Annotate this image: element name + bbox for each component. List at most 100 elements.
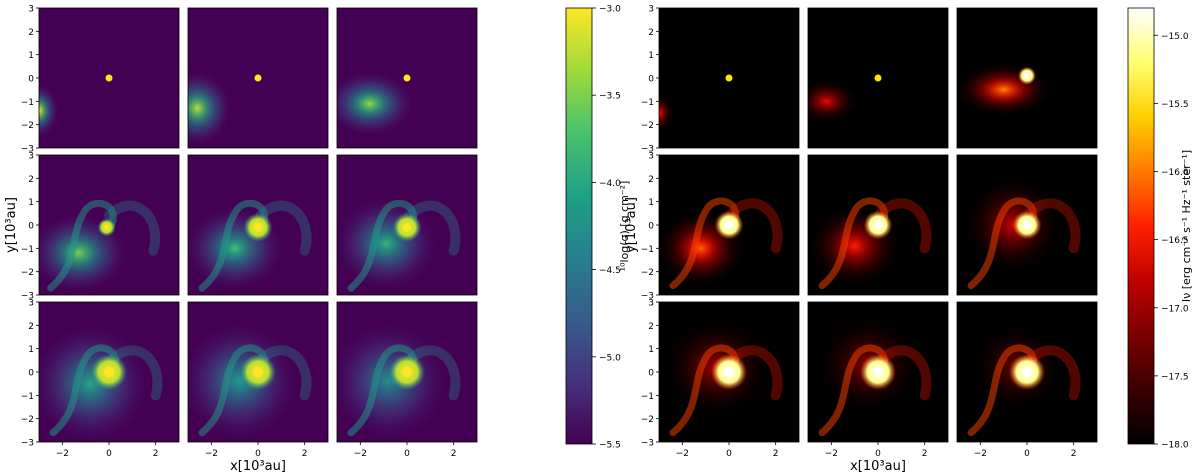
x-tick-label: 2 xyxy=(451,449,457,459)
spiral-arm xyxy=(818,197,888,290)
star-core xyxy=(873,367,883,377)
y-tick-label: 3 xyxy=(648,299,654,309)
y-tick-label: 3 xyxy=(28,299,34,309)
panel-frame xyxy=(807,154,949,296)
y-axis-label: y[10³au] xyxy=(4,197,19,253)
colorbar-label: Iν [erg cm⁻² s⁻¹ Hz⁻¹ ster⁻¹] xyxy=(1180,150,1193,302)
spiral-arm xyxy=(669,344,739,437)
density-blob xyxy=(39,85,58,137)
panel-frame xyxy=(187,7,329,149)
star-core xyxy=(725,221,733,229)
y-tick-label: −1 xyxy=(21,392,34,402)
x-tick-label: 0 xyxy=(106,449,112,459)
colorbar-label: ¹⁰log(σ) [g cm⁻²] xyxy=(618,181,631,272)
panel xyxy=(807,154,949,296)
y-tick-label: −2 xyxy=(641,268,654,278)
x-tick-label: −2 xyxy=(974,449,987,459)
colorbar-tick-label: −17.0 xyxy=(1161,304,1189,314)
y-tick-label: 1 xyxy=(648,51,654,61)
panel: 3 2 1 0 −1 −2 −3 xyxy=(641,152,800,302)
y-tick-label: −3 xyxy=(641,292,654,302)
density-blob xyxy=(808,80,857,123)
star-core xyxy=(403,223,411,232)
density-blob xyxy=(659,94,673,132)
colorbar-tick-label: −4.0 xyxy=(599,179,621,189)
panel-frame xyxy=(807,7,949,149)
y-tick-label: 0 xyxy=(648,222,654,232)
y-tick-label: 1 xyxy=(648,198,654,208)
y-tick-label: 2 xyxy=(28,175,34,185)
colorbar-tick-label: −15.0 xyxy=(1161,32,1189,42)
y-tick-label: −2 xyxy=(641,121,654,131)
panel: 3 2 1 0 −1 −2 −3 xyxy=(21,152,180,302)
x-tick-label: −2 xyxy=(56,449,69,459)
spiral-arm xyxy=(198,199,268,292)
x-tick-label: 0 xyxy=(726,449,732,459)
y-tick-label: 0 xyxy=(28,369,34,379)
panel-frame xyxy=(336,7,478,149)
spiral-arm xyxy=(347,199,417,292)
spiral-arm xyxy=(255,200,312,256)
y-tick-label: −3 xyxy=(21,439,34,449)
y-tick-label: −2 xyxy=(21,268,34,278)
panel xyxy=(187,7,329,149)
star-marker xyxy=(254,74,262,82)
panel xyxy=(956,7,1098,149)
colorbar-tick-label: −16.5 xyxy=(1161,236,1189,246)
panel: 3 2 1 0 −1 −2 −3 xyxy=(641,5,800,155)
density-blob xyxy=(337,73,412,134)
x-tick-label: −2 xyxy=(205,449,218,459)
density-blob xyxy=(957,64,1051,116)
colorbar-tick-label: −17.5 xyxy=(1161,372,1189,382)
y-tick-label: 3 xyxy=(28,5,34,15)
panel-frame xyxy=(187,154,329,296)
y-tick-label: 2 xyxy=(648,175,654,185)
spiral-arm xyxy=(967,344,1037,437)
density-blob xyxy=(39,327,147,440)
x-axis-label: x[10³au] xyxy=(850,459,906,474)
panel: 3 2 1 0 −1 −2 −3 −2 0 2 xyxy=(641,299,800,459)
colorbar-tick-label: −16.0 xyxy=(1161,168,1189,178)
star-core xyxy=(1022,367,1032,377)
y-tick-label: 0 xyxy=(28,222,34,232)
spiral-arm xyxy=(106,345,163,401)
x-tick-label: 2 xyxy=(922,449,928,459)
y-tick-label: 2 xyxy=(28,28,34,38)
x-tick-label: 2 xyxy=(773,449,779,459)
star-marker xyxy=(403,74,411,82)
spiral-arm xyxy=(49,344,119,437)
colorbar-tick-label: −18.0 xyxy=(1161,441,1189,451)
y-tick-label: −3 xyxy=(21,145,34,155)
spiral-arm xyxy=(1024,345,1081,401)
density-blob xyxy=(337,325,445,438)
panel: −2 0 2 xyxy=(956,301,1098,459)
star-core xyxy=(1024,73,1030,79)
panel xyxy=(187,154,329,296)
star-marker xyxy=(874,74,882,82)
y-tick-label: 2 xyxy=(648,28,654,38)
y-tick-label: 0 xyxy=(28,75,34,85)
panel: −2 0 2 xyxy=(807,301,949,459)
star-core xyxy=(254,223,262,232)
x-tick-label: −2 xyxy=(676,449,689,459)
colorbar-tick-label: −4.5 xyxy=(599,266,621,276)
star-core xyxy=(874,221,882,229)
spiral-arm xyxy=(1024,198,1081,254)
y-tick-label: −2 xyxy=(21,415,34,425)
x-tick-label: 0 xyxy=(255,449,261,459)
y-tick-label: 3 xyxy=(648,152,654,162)
spiral-arm xyxy=(726,345,783,401)
colorbar xyxy=(565,7,593,445)
spiral-arm xyxy=(104,200,160,256)
y-tick-label: −3 xyxy=(641,439,654,449)
spiral-arm xyxy=(818,344,888,437)
panel-frame xyxy=(956,7,1098,149)
star-core xyxy=(402,367,412,377)
y-tick-label: 1 xyxy=(28,198,34,208)
x-tick-label: 2 xyxy=(302,449,308,459)
y-tick-label: −3 xyxy=(641,145,654,155)
x-tick-label: 2 xyxy=(1071,449,1077,459)
spiral-arm xyxy=(404,200,461,256)
